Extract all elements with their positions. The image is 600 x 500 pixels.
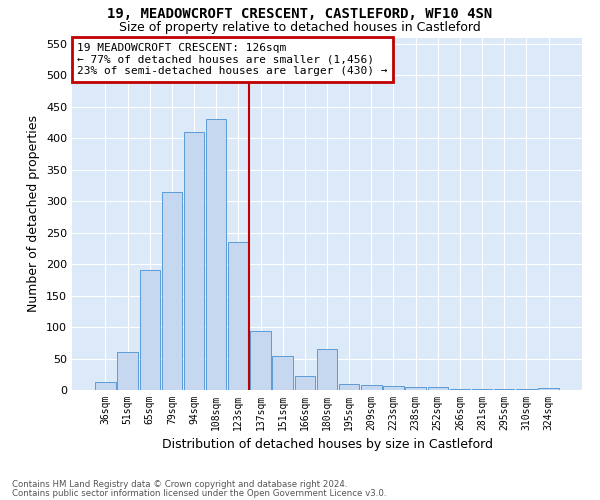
Bar (339, 384, 359, 390)
Bar (228, 242, 248, 390)
Bar (472, 388, 493, 390)
Bar (361, 385, 382, 390)
Y-axis label: Number of detached properties: Number of detached properties (28, 116, 40, 312)
Bar (295, 376, 315, 390)
Bar (383, 386, 404, 390)
Text: 19, MEADOWCROFT CRESCENT, CASTLEFORD, WF10 4SN: 19, MEADOWCROFT CRESCENT, CASTLEFORD, WF… (107, 8, 493, 22)
Bar (250, 332, 271, 390)
Text: 19 MEADOWCROFT CRESCENT: 126sqm
← 77% of detached houses are smaller (1,456)
23%: 19 MEADOWCROFT CRESCENT: 126sqm ← 77% of… (77, 43, 388, 76)
Bar (118, 352, 138, 390)
Text: Contains public sector information licensed under the Open Government Licence v3: Contains public sector information licen… (12, 489, 386, 498)
Bar (140, 270, 160, 390)
Bar (450, 388, 470, 390)
Bar (184, 132, 204, 390)
Bar (161, 192, 182, 390)
Text: Contains HM Land Registry data © Crown copyright and database right 2024.: Contains HM Land Registry data © Crown c… (12, 480, 347, 489)
Bar (317, 349, 337, 390)
Bar (406, 387, 426, 390)
Bar (494, 388, 514, 390)
Bar (206, 120, 226, 390)
Bar (95, 382, 116, 390)
Bar (272, 356, 293, 390)
Bar (428, 387, 448, 390)
Text: Size of property relative to detached houses in Castleford: Size of property relative to detached ho… (119, 21, 481, 34)
Bar (538, 388, 559, 390)
Bar (516, 388, 536, 390)
X-axis label: Distribution of detached houses by size in Castleford: Distribution of detached houses by size … (161, 438, 493, 452)
